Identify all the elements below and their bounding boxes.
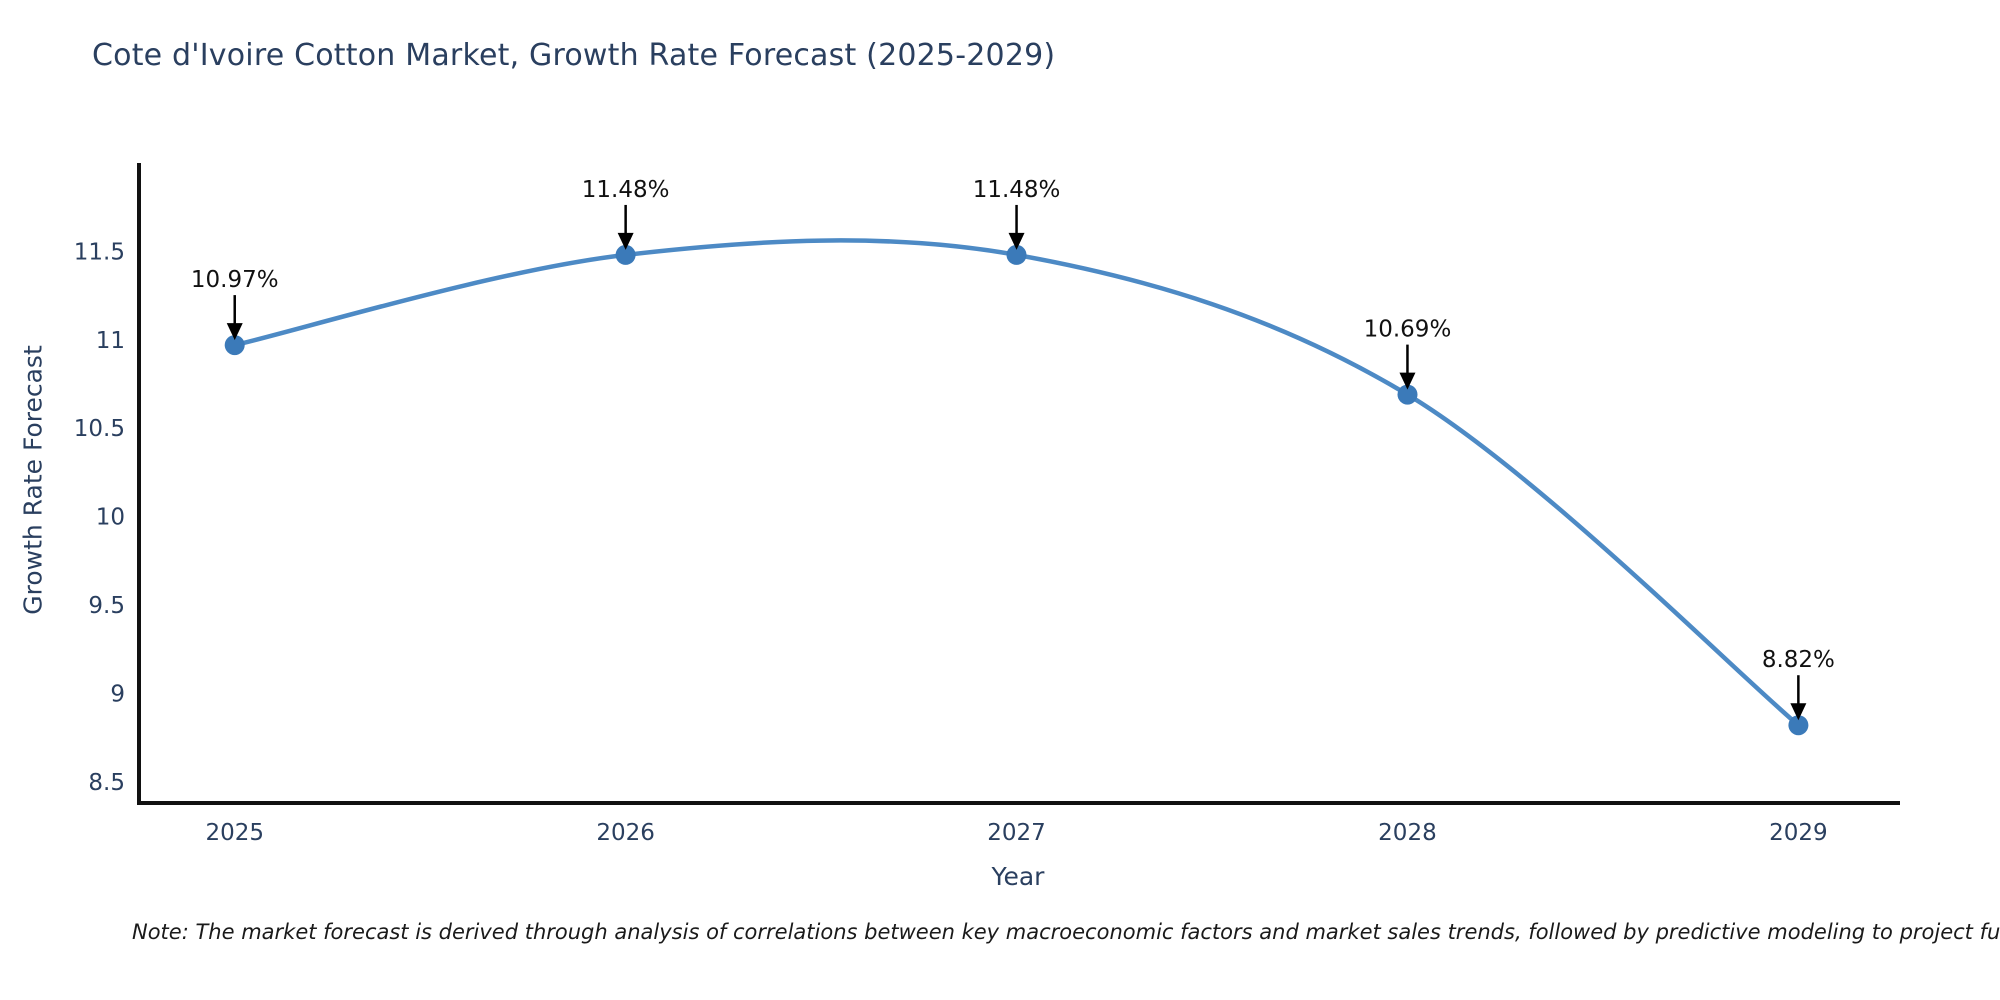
y-tick-label: 11	[96, 328, 125, 354]
x-tick-label: 2027	[987, 820, 1046, 846]
x-tick-label: 2025	[205, 820, 264, 846]
annotation-arrowhead	[1399, 372, 1416, 390]
data-point-label: 11.48%	[582, 177, 670, 203]
annotation-arrowhead	[1790, 703, 1807, 721]
chart-title: Cote d'Ivoire Cotton Market, Growth Rate…	[92, 38, 1056, 73]
annotation-arrowhead	[1008, 232, 1025, 250]
y-tick-label: 9	[110, 681, 125, 707]
data-point-marker	[1788, 715, 1809, 736]
x-axis-title: Year	[991, 862, 1045, 891]
data-point-marker	[224, 335, 245, 356]
annotation-arrowhead	[617, 232, 634, 250]
data-point-label: 10.97%	[191, 267, 279, 293]
y-tick-label: 11.5	[74, 239, 125, 265]
footnote: Note: The market forecast is derived thr…	[132, 920, 2000, 944]
annotation-arrowhead	[226, 323, 243, 341]
y-tick-label: 10	[96, 505, 125, 531]
axis-lines	[137, 163, 1900, 805]
data-point-marker	[615, 244, 636, 265]
data-point-label: 10.69%	[1364, 317, 1452, 343]
data-point-marker	[1397, 384, 1418, 405]
y-tick-label: 10.5	[74, 416, 125, 442]
data-point-marker	[1006, 244, 1027, 265]
data-point-label: 8.82%	[1762, 647, 1835, 673]
y-tick-label: 9.5	[88, 593, 125, 619]
forecast-line	[232, 238, 1801, 728]
data-point-label: 11.48%	[973, 177, 1061, 203]
x-tick-label: 2028	[1378, 820, 1437, 846]
y-tick-label: 8.5	[88, 770, 125, 796]
x-tick-label: 2029	[1769, 820, 1828, 846]
x-tick-label: 2026	[596, 820, 655, 846]
